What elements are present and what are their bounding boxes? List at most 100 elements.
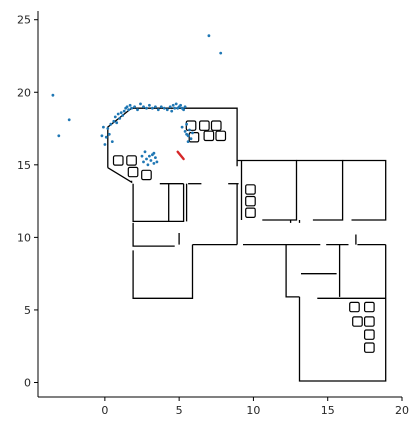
obstacle-square xyxy=(364,301,375,313)
data-point xyxy=(173,106,177,110)
y-tick-label: 15 xyxy=(17,159,31,172)
data-point xyxy=(128,103,132,107)
data-point xyxy=(67,118,71,122)
obstacle-square xyxy=(185,120,197,131)
obstacle-square xyxy=(199,120,210,131)
y-tick-label: 25 xyxy=(17,14,31,27)
axes-layer: 0 5 10 15 20 0 5 10 15 20 25 xyxy=(17,11,409,417)
obstacle-square xyxy=(215,130,227,142)
data-point xyxy=(156,108,160,112)
data-point xyxy=(110,140,114,144)
wall-line xyxy=(298,244,387,382)
data-point xyxy=(154,156,157,160)
data-point xyxy=(191,131,194,135)
data-point xyxy=(125,105,129,109)
data-point xyxy=(102,125,105,129)
y-tick-label: 0 xyxy=(24,376,31,389)
wall-line xyxy=(132,244,194,299)
data-point xyxy=(174,102,178,106)
data-point xyxy=(145,106,148,110)
data-point xyxy=(151,106,154,110)
obstacle-square xyxy=(112,155,124,166)
data-point xyxy=(146,163,150,167)
obstacle-square xyxy=(126,155,137,166)
data-point xyxy=(149,159,153,162)
data-point xyxy=(207,34,211,38)
wall-line xyxy=(342,159,387,221)
x-tick-label: 20 xyxy=(395,404,409,417)
x-tick-label: 15 xyxy=(321,404,335,417)
data-point xyxy=(121,114,125,117)
obstacle-square xyxy=(364,342,375,353)
wall-line xyxy=(237,159,298,221)
x-tick-label: 5 xyxy=(176,404,183,417)
data-point xyxy=(179,103,183,107)
data-point xyxy=(159,105,163,109)
data-point xyxy=(145,157,148,161)
data-point xyxy=(133,105,137,109)
data-point xyxy=(143,150,147,154)
data-point xyxy=(107,132,111,136)
data-point xyxy=(171,103,175,107)
data-point xyxy=(104,135,108,139)
data-point xyxy=(136,108,139,112)
data-point xyxy=(119,111,123,114)
obstacle-square xyxy=(127,166,139,178)
data-point xyxy=(115,121,119,125)
data-point xyxy=(51,93,55,97)
data-point xyxy=(165,108,169,112)
obstacle-square xyxy=(210,120,222,131)
data-point xyxy=(152,151,156,155)
obstacle-square xyxy=(245,184,256,195)
data-point xyxy=(188,128,191,132)
data-point xyxy=(148,154,151,158)
highlight-segment xyxy=(176,150,185,161)
wall-line xyxy=(132,183,185,223)
obstacle-square xyxy=(364,316,375,327)
data-point xyxy=(103,143,107,146)
data-point xyxy=(130,106,134,110)
data-point xyxy=(154,105,157,109)
obstacle-square xyxy=(245,207,256,219)
y-tick-label: 5 xyxy=(24,304,31,317)
data-point xyxy=(100,134,104,138)
y-tick-label: 20 xyxy=(17,86,31,99)
data-point xyxy=(113,115,117,119)
data-point xyxy=(57,134,61,138)
wall-line xyxy=(285,244,300,298)
data-point xyxy=(183,105,187,109)
data-point xyxy=(122,109,126,113)
data-point xyxy=(168,105,172,109)
data-point xyxy=(142,160,145,164)
data-point xyxy=(182,108,186,112)
wall-line xyxy=(296,159,344,221)
data-point xyxy=(186,140,190,144)
wall-line xyxy=(107,167,133,184)
data-point xyxy=(170,109,174,113)
data-point xyxy=(185,122,189,126)
x-tick-label: 10 xyxy=(246,404,260,417)
data-point xyxy=(152,162,156,165)
data-point xyxy=(116,112,120,116)
data-point xyxy=(139,102,142,106)
obstacle-square xyxy=(245,195,256,207)
obstacle-square xyxy=(364,329,375,340)
y-tick-label: 10 xyxy=(17,231,31,244)
obstacle-square xyxy=(349,301,360,313)
obstacle-square xyxy=(203,130,215,142)
data-point xyxy=(127,108,130,112)
data-point xyxy=(142,105,145,109)
obstacle-square xyxy=(188,132,200,143)
data-point xyxy=(189,137,193,141)
data-point xyxy=(162,106,166,110)
wall-line xyxy=(132,222,175,247)
data-point xyxy=(118,117,122,120)
data-point xyxy=(148,103,151,107)
data-point xyxy=(140,154,144,158)
data-point xyxy=(155,160,159,164)
x-tick-label: 0 xyxy=(101,404,108,417)
data-point xyxy=(183,130,187,133)
obstacle-square xyxy=(141,169,152,181)
obstacle-square xyxy=(352,316,363,327)
